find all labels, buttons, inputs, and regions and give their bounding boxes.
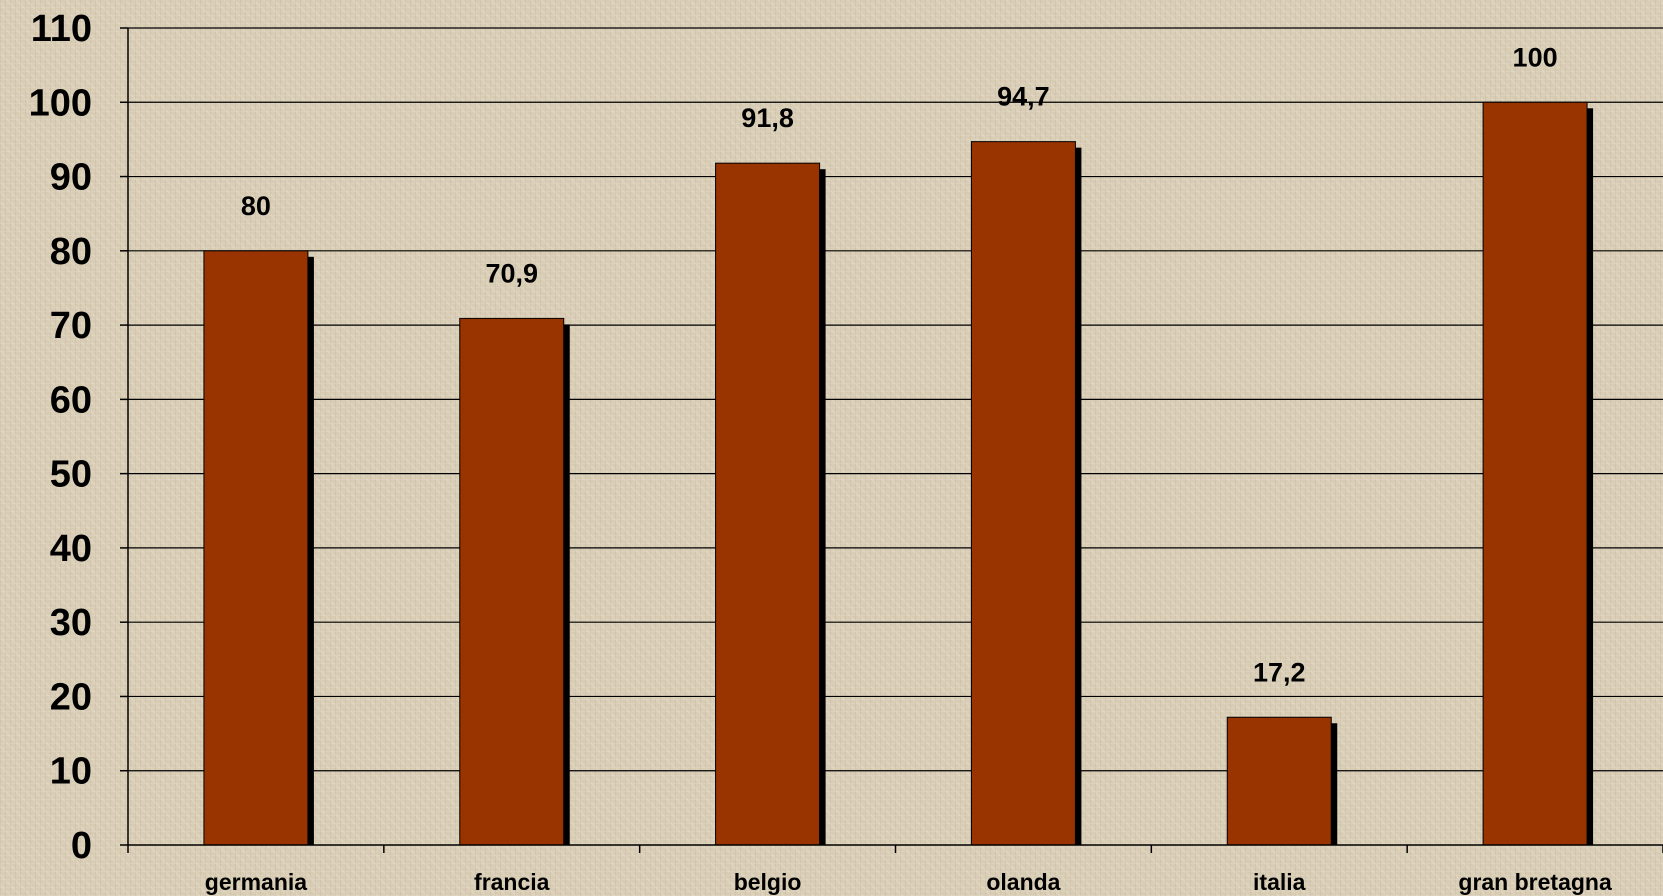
x-tick-label-gran-bretagna: gran bretagna <box>1458 869 1612 895</box>
y-tick-label-60: 60 <box>50 379 92 421</box>
bar-francia <box>459 317 565 846</box>
x-tick-label-italia: italia <box>1253 869 1306 895</box>
y-tick-label-0: 0 <box>71 825 92 867</box>
bar-italia <box>1226 716 1332 846</box>
bars <box>203 101 1594 846</box>
bar-gran-bretagna <box>1482 101 1588 846</box>
y-tick-label-20: 20 <box>50 676 92 718</box>
x-tick-labels: germania francia belgio olanda italia gran br… <box>205 869 1612 895</box>
data-label-germania: 80 <box>241 191 271 221</box>
x-tick-label-germania: germania <box>205 869 307 895</box>
y-tick-labels: 0 10 20 30 40 50 60 70 80 90 100 110 <box>29 8 92 867</box>
data-label-gran-bretagna: 100 <box>1513 42 1558 72</box>
bar-germania <box>203 250 309 846</box>
y-tick-label-30: 30 <box>50 602 92 644</box>
grid-lines <box>128 27 1663 772</box>
y-tick-label-50: 50 <box>50 454 92 496</box>
y-tick-label-10: 10 <box>50 751 92 793</box>
y-tick-label-90: 90 <box>50 157 92 199</box>
data-label-italia: 17,2 <box>1253 657 1306 687</box>
x-tick-label-francia: francia <box>474 869 550 895</box>
bar-belgio <box>715 162 821 846</box>
data-labels: 80 70,9 91,8 94,7 17,2 100 <box>241 42 1558 687</box>
bar-olanda <box>970 141 1076 846</box>
y-tick-label-70: 70 <box>50 305 92 347</box>
x-tick-label-belgio: belgio <box>734 869 802 895</box>
data-label-belgio: 91,8 <box>741 103 794 133</box>
x-tick-label-olanda: olanda <box>986 869 1060 895</box>
y-tick-label-40: 40 <box>50 528 92 570</box>
axes <box>120 27 1663 853</box>
data-label-francia: 70,9 <box>485 258 538 288</box>
y-tick-label-110: 110 <box>31 8 92 50</box>
data-label-olanda: 94,7 <box>997 82 1050 112</box>
y-tick-label-80: 80 <box>50 231 92 273</box>
y-tick-label-100: 100 <box>29 82 92 124</box>
